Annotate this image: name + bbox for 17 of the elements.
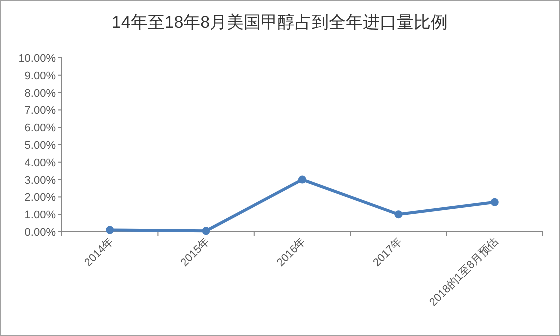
- y-tick-label: 6.00%: [24, 122, 56, 135]
- y-tick-label: 8.00%: [24, 88, 56, 100]
- y-tick-label: 0.00%: [24, 227, 56, 239]
- y-tick-label: 1.00%: [24, 210, 56, 222]
- y-tick-label: 3.00%: [24, 174, 56, 187]
- point: [202, 227, 210, 236]
- y-tick-label: 2.00%: [24, 192, 56, 204]
- y-tick-label: 9.00%: [24, 70, 56, 82]
- point: [106, 226, 114, 234]
- point: [394, 210, 403, 219]
- y-tick-label: 4.00%: [24, 157, 56, 170]
- y-tick-label: 7.00%: [24, 105, 56, 118]
- point: [298, 176, 306, 184]
- point: [490, 198, 499, 206]
- y-tick-label: 5.00%: [24, 140, 56, 152]
- title: 14年至18年8月美国甲醇占到全年进口量比例: [112, 13, 448, 32]
- y-tick-label: 10.00%: [18, 53, 56, 65]
